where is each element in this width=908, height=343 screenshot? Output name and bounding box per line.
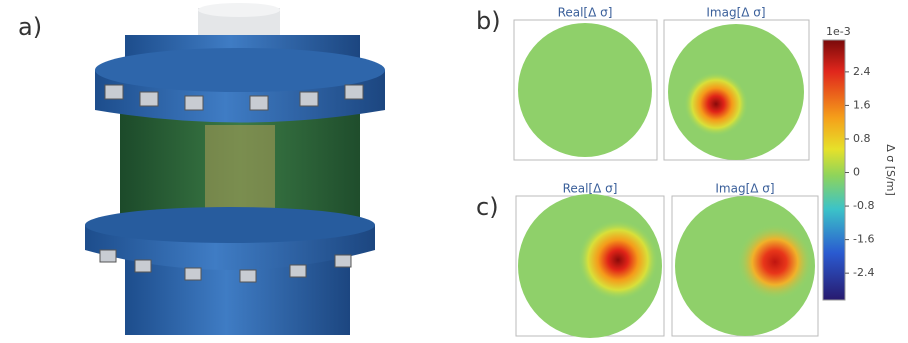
colorbar-scale: 1e-3	[826, 25, 851, 38]
plot-title: Imag[Δ σ]	[715, 182, 774, 196]
device-photo	[85, 3, 385, 335]
heatmaps	[518, 23, 815, 338]
tick-label: 1.6	[853, 98, 871, 111]
colorbar-label: Δ σ [S/m]	[884, 144, 897, 195]
colorbar	[822, 39, 846, 301]
tick-label: -0.8	[853, 199, 874, 212]
colorbar-ticks: 2.4 1.6 0.8 0 -0.8 -1.6 -2.4	[845, 65, 874, 279]
plot-title: Real[Δ σ]	[558, 6, 613, 20]
tick-label: 0.8	[853, 132, 871, 145]
panel-label: c)	[476, 193, 499, 221]
plot-title: Imag[Δ σ]	[706, 6, 765, 20]
panel-label: a)	[18, 13, 42, 41]
tick-label: -2.4	[853, 266, 874, 279]
panel-label: b)	[476, 7, 501, 35]
tick-label: 2.4	[853, 65, 871, 78]
tick-label: -1.6	[853, 233, 874, 246]
tick-label: 0	[853, 166, 860, 179]
plot-title: Real[Δ σ]	[563, 182, 618, 196]
